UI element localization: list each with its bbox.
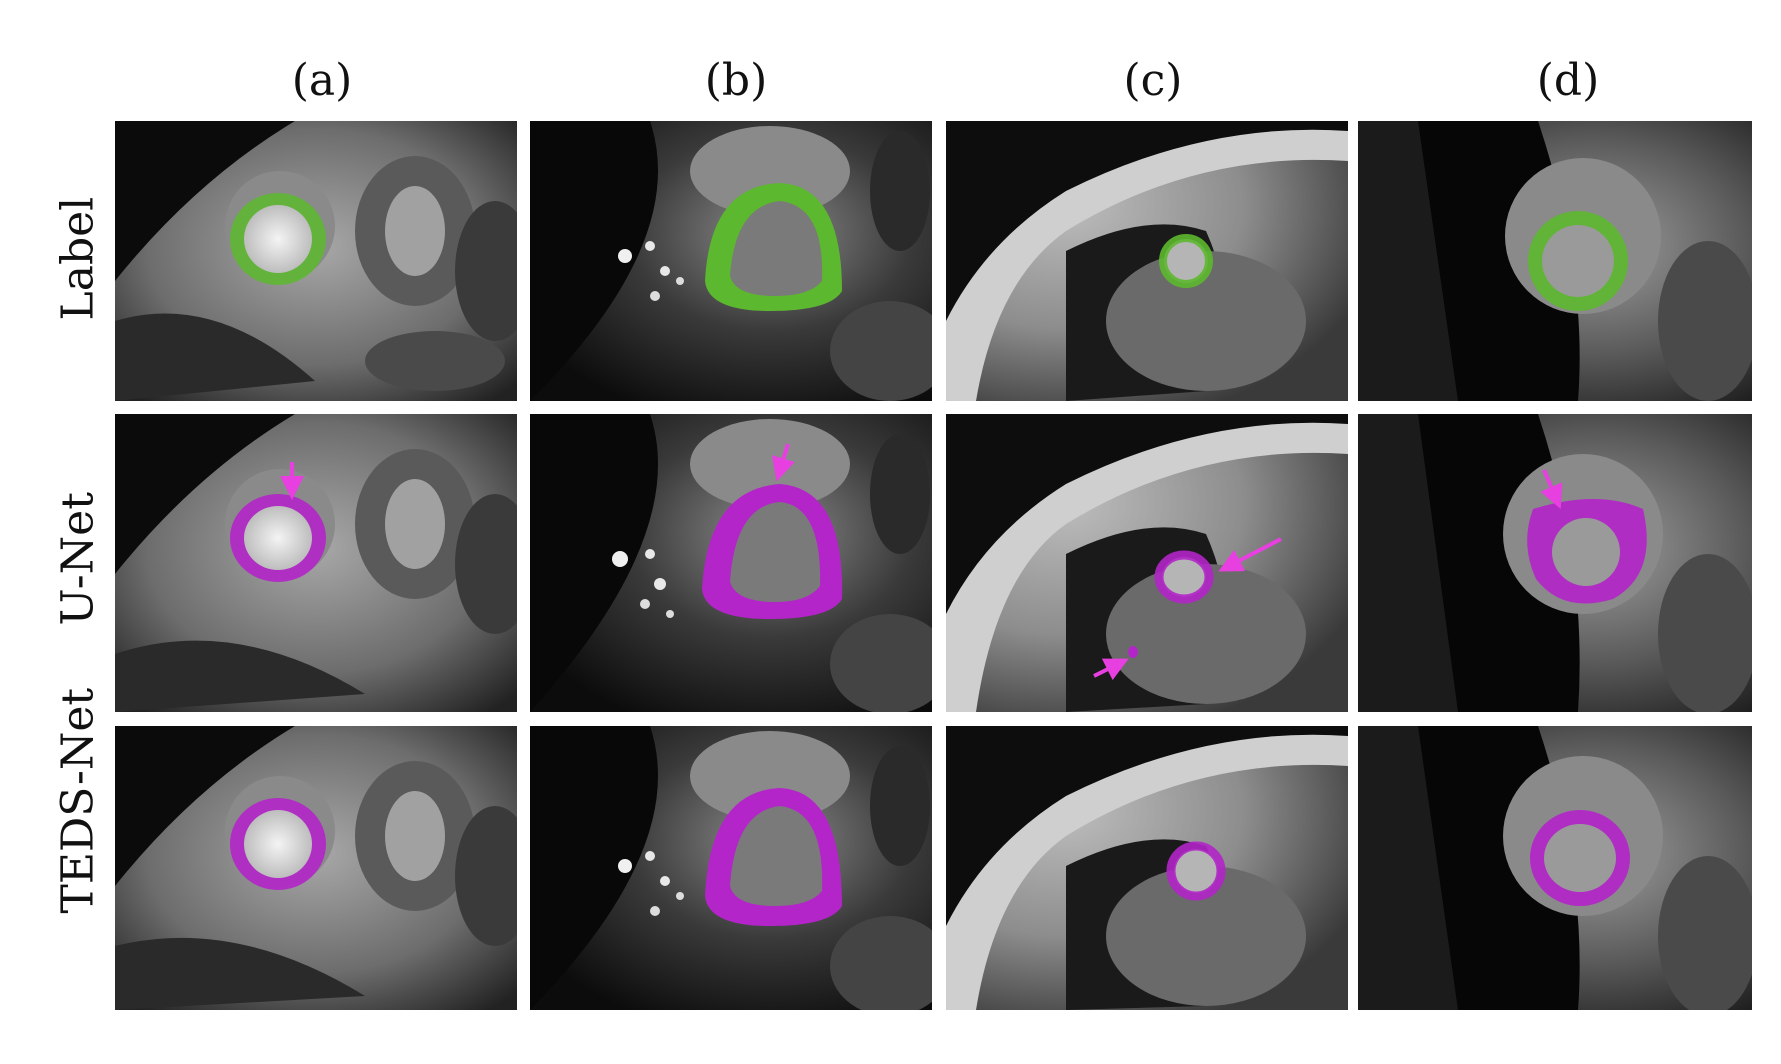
column-label-c: (c) bbox=[1123, 55, 1183, 106]
image-panel-tedsnet-a bbox=[115, 726, 517, 1010]
image-panel-tedsnet-d bbox=[1358, 726, 1752, 1010]
image-panel-tedsnet-c bbox=[946, 726, 1348, 1010]
image-panel-tedsnet-b bbox=[530, 726, 932, 1010]
column-label-d: (d) bbox=[1536, 55, 1600, 106]
row-label-unet: U-Net bbox=[52, 492, 104, 626]
row-label-label: Label bbox=[52, 196, 104, 321]
column-label-b: (b) bbox=[704, 55, 768, 106]
image-panel-unet-a bbox=[115, 414, 517, 712]
image-panel-unet-d bbox=[1358, 414, 1752, 712]
image-panel-label-b bbox=[530, 121, 932, 401]
image-panel-unet-c bbox=[946, 414, 1348, 712]
image-panel-label-a bbox=[115, 121, 517, 401]
image-panel-unet-b bbox=[530, 414, 932, 712]
column-label-a: (a) bbox=[291, 55, 353, 106]
row-label-tedsnet: TEDS-Net bbox=[52, 687, 104, 914]
image-panel-label-d bbox=[1358, 121, 1752, 401]
image-panel-label-c bbox=[946, 121, 1348, 401]
